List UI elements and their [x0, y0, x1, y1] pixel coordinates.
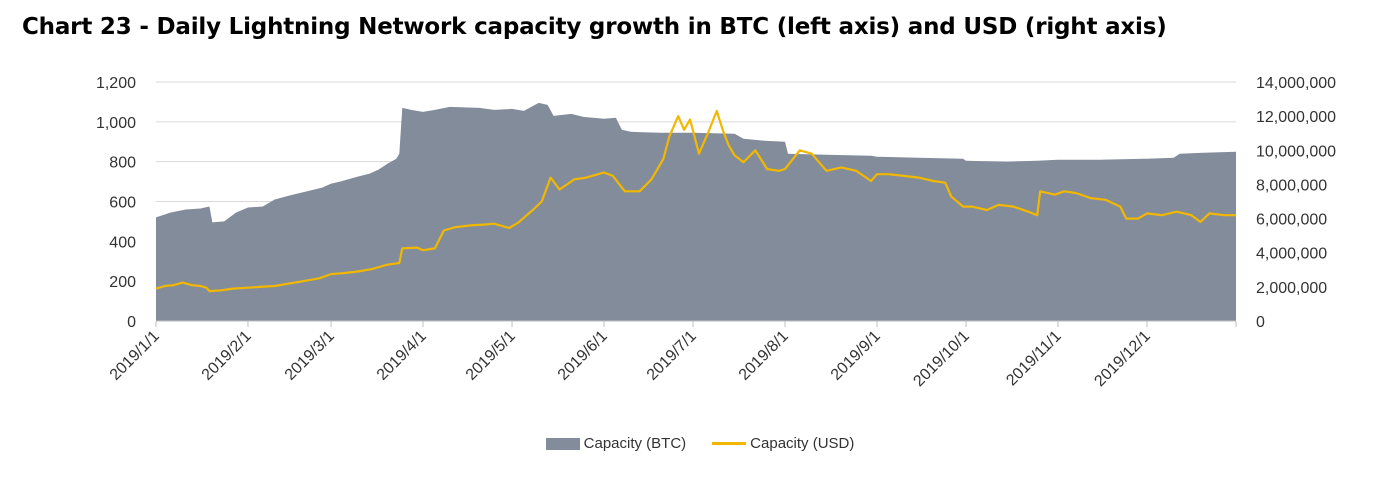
- y-left-tick-label: 600: [109, 195, 136, 212]
- legend-swatch-usd: [712, 442, 747, 445]
- y-left-tick-label: 800: [109, 155, 136, 172]
- y-right-tick-label: 2,000,000: [1256, 280, 1327, 297]
- x-tick-label: 2019/8/1: [736, 328, 792, 384]
- x-tick-label: 2019/2/1: [199, 328, 255, 384]
- series-line-usd: [155, 109, 1236, 293]
- x-tick-label: 2019/4/1: [374, 328, 430, 384]
- x-tick-label: 2019/5/1: [463, 328, 519, 384]
- series-area-btc: [156, 102, 1236, 322]
- chart-title: Chart 23 - Daily Lightning Network capac…: [22, 14, 1167, 40]
- y-left-tick-label: 200: [109, 274, 136, 291]
- x-tick-label: 2019/10/1: [910, 328, 972, 390]
- legend-item-usd: Capacity (USD): [712, 435, 854, 452]
- y-left-tick-label: 400: [109, 234, 136, 251]
- y-right-tick-label: 0: [1256, 314, 1265, 331]
- y-right-tick-label: 8,000,000: [1256, 177, 1327, 194]
- legend-label-btc: Capacity (BTC): [583, 435, 687, 452]
- x-tick-label: 2019/3/1: [282, 328, 338, 384]
- y-right-tick-label: 12,000,000: [1256, 109, 1336, 126]
- y-left-tick-label: 0: [127, 314, 136, 331]
- legend-swatch-btc: [545, 437, 580, 450]
- x-tick-label: 2019/7/1: [644, 328, 700, 384]
- x-tick-label: 2019/1/1: [107, 328, 163, 384]
- x-tick-label: 2019/9/1: [828, 328, 884, 384]
- y-right-tick-label: 14,000,000: [1256, 75, 1336, 92]
- x-tick-label: 2019/11/1: [1003, 328, 1065, 390]
- x-tick-label: 2019/6/1: [555, 328, 611, 384]
- y-left-tick-label: 1,000: [96, 115, 136, 132]
- y-right-tick-label: 6,000,000: [1256, 212, 1327, 229]
- y-right-tick-label: 10,000,000: [1256, 143, 1336, 160]
- x-tick-label: 2019/12/1: [1091, 328, 1153, 390]
- chart-legend: Capacity (BTC) Capacity (USD): [0, 435, 1400, 452]
- legend-item-btc: Capacity (BTC): [545, 435, 687, 452]
- y-left-tick-label: 1,200: [96, 75, 136, 92]
- legend-label-usd: Capacity (USD): [750, 435, 855, 452]
- y-right-tick-label: 4,000,000: [1256, 246, 1327, 263]
